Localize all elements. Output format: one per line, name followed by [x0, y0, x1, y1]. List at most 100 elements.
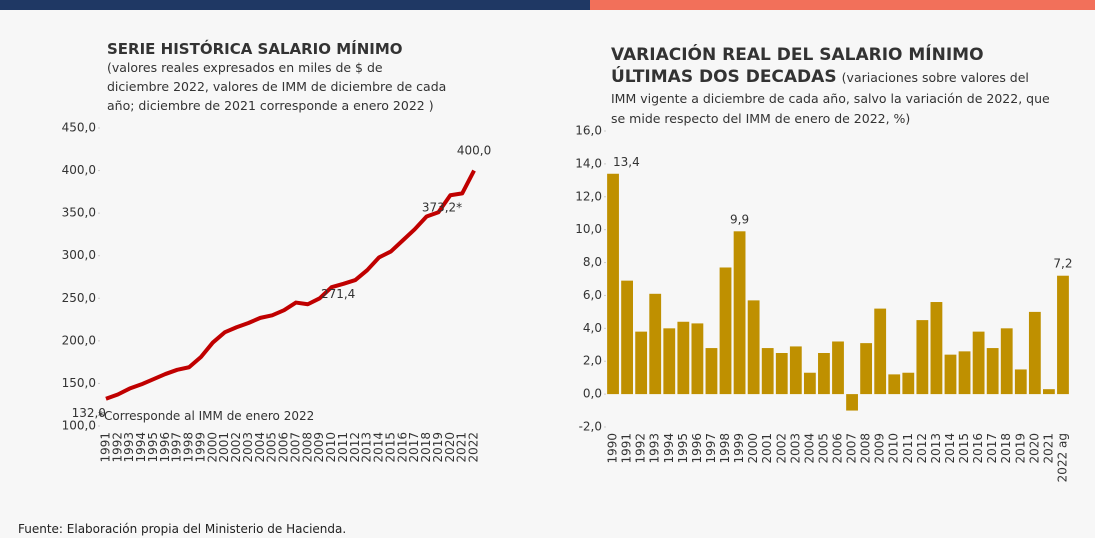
- y-tick-label: 400,0: [62, 163, 96, 177]
- x-tick-label: 2014: [943, 433, 957, 464]
- y-tick-label: 300,0: [62, 248, 96, 262]
- x-tick-label: 2020: [1027, 433, 1041, 464]
- y-tick-label: 100,0: [62, 419, 96, 433]
- bar: [959, 351, 971, 394]
- x-tick-label: 2021: [1041, 433, 1055, 464]
- title-block: SERIE HISTÓRICA SALARIO MÍNIMO (valores …: [107, 40, 447, 115]
- bar: [987, 348, 999, 394]
- x-tick-label: 2008: [859, 433, 873, 464]
- bar: [663, 328, 675, 394]
- x-tick-label: 1997: [704, 433, 718, 464]
- x-tick-label: 2015: [957, 433, 971, 464]
- y-tick-label: 4,0: [583, 321, 602, 335]
- bar: [734, 231, 746, 394]
- x-tick-label: 1991: [620, 433, 634, 464]
- source: Fuente: Elaboración propia del Ministeri…: [18, 522, 346, 536]
- bar: [860, 343, 872, 394]
- bar: [706, 348, 718, 394]
- bar: [804, 373, 816, 394]
- x-tick-label: 1994: [662, 433, 676, 464]
- bar: [916, 320, 928, 394]
- x-tick-label: 2022: [467, 432, 481, 463]
- bar: [649, 294, 661, 394]
- bar: [748, 300, 760, 394]
- page: 100,0 150,0 200,0 250,0 300,0 350,0 400,0 450,0…: [0, 0, 1095, 538]
- title-block: VARIACIÓN REAL DEL SALARIO MÍNIMO ÚLTIMA…: [611, 44, 1051, 128]
- chart-title: SERIE HISTÓRICA SALARIO MÍNIMO: [107, 40, 447, 58]
- bar: [790, 346, 802, 394]
- bar: [945, 355, 957, 394]
- x-tick-label: 2018: [999, 433, 1013, 464]
- line: [106, 171, 474, 399]
- x-tick-label: 1990: [606, 433, 620, 464]
- bar: [902, 373, 914, 394]
- bar: [1001, 328, 1013, 394]
- x-tick-label: 2017: [985, 433, 999, 464]
- bar: [818, 353, 830, 394]
- y-tick-label: 200,0: [62, 333, 96, 347]
- y-tick-label: 16,0: [575, 124, 602, 138]
- bar: [621, 281, 633, 394]
- x-tick-label: 2003: [788, 433, 802, 464]
- x-tick-label: 1992: [634, 433, 648, 464]
- bar: [762, 348, 774, 394]
- y-tick-label: 12,0: [575, 189, 602, 203]
- data-label: 400,0: [457, 144, 491, 158]
- bar: [832, 341, 844, 394]
- bar: [1029, 312, 1041, 394]
- bar: [1057, 276, 1069, 394]
- top-bar-left: [0, 0, 590, 10]
- y-tick-label: 0,0: [583, 387, 602, 401]
- y-tick-label: 350,0: [62, 206, 96, 220]
- bar: [677, 322, 689, 394]
- y-tick-label: 2,0: [583, 354, 602, 368]
- y-tick-label: 150,0: [62, 376, 96, 390]
- data-label: 13,4: [613, 155, 640, 169]
- top-bar-right: [590, 0, 1095, 10]
- bar: [607, 174, 619, 394]
- bar: [973, 332, 985, 394]
- x-tick-label: 2007: [845, 433, 859, 464]
- bar: [1043, 389, 1055, 394]
- annotation: *Corresponde al IMM de enero 2022: [98, 409, 314, 423]
- y-tick-label: 14,0: [575, 156, 602, 170]
- x-tick-label: 2001: [760, 433, 774, 464]
- x-tick-label: 2005: [816, 433, 830, 464]
- bar: [931, 302, 943, 394]
- x-tick-label: 2012: [915, 433, 929, 464]
- y-tick-label: 8,0: [583, 255, 602, 269]
- x-tick-label: 1995: [676, 433, 690, 464]
- x-tick-label: 1998: [718, 433, 732, 464]
- data-label: 132,0: [72, 406, 106, 420]
- bar: [691, 323, 703, 394]
- bar: [720, 267, 732, 394]
- x-tick-label: 2006: [831, 433, 845, 464]
- chart-subtitle: (valores reales expresados en miles de $…: [107, 58, 447, 115]
- y-tick-label: 6,0: [583, 288, 602, 302]
- bar: [874, 309, 886, 395]
- y-tick-label: 450,0: [62, 121, 96, 135]
- x-tick-label: 2019: [1013, 433, 1027, 464]
- bar: [635, 332, 647, 394]
- data-label: 271,4: [321, 287, 355, 301]
- bar: [846, 394, 858, 410]
- x-tick-label: 2010: [887, 433, 901, 464]
- y-tick-label: -2,0: [579, 420, 602, 434]
- bar: [888, 374, 900, 394]
- x-tick-label: 2000: [746, 433, 760, 464]
- data-label: 9,9: [730, 212, 749, 226]
- x-tick-label: 1996: [690, 433, 704, 464]
- y-tick-label: 10,0: [575, 222, 602, 236]
- x-tick-label: 2016: [971, 433, 985, 464]
- x-tick-label: 2002: [774, 433, 788, 464]
- x-tick-label: 2009: [873, 433, 887, 464]
- bar: [776, 353, 788, 394]
- x-tick-label: 1993: [648, 433, 662, 464]
- data-label: 373,2*: [422, 200, 462, 214]
- bar: [1015, 369, 1027, 394]
- data-label: 7,2: [1053, 257, 1072, 271]
- x-tick-label: 2013: [929, 433, 943, 464]
- x-tick-label: 1999: [732, 433, 746, 464]
- y-tick-label: 250,0: [62, 291, 96, 305]
- x-tick-label: 2022 ag: [1055, 433, 1069, 482]
